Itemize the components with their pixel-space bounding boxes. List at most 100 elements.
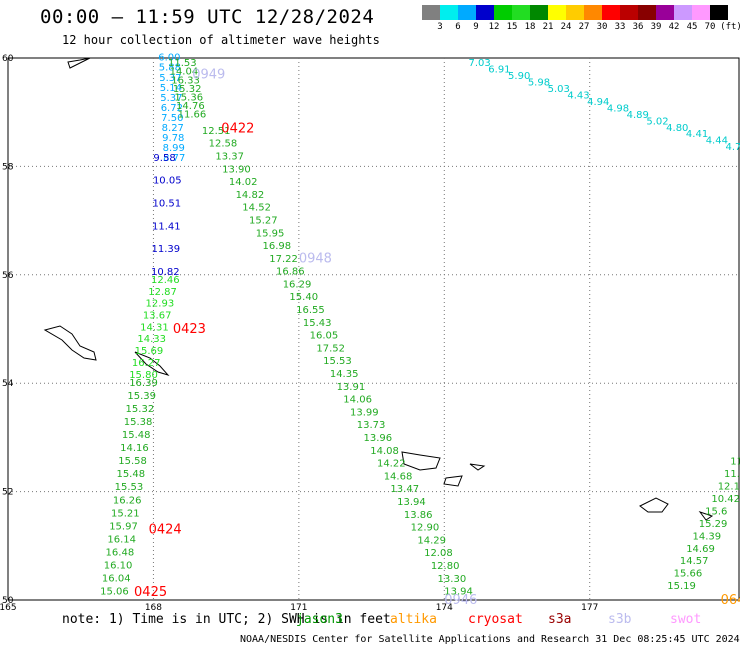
color-scale-tick: 12 xyxy=(488,22,500,32)
coastline xyxy=(639,497,669,513)
map-subtitle: 12 hour collection of altimeter wave hei… xyxy=(62,33,380,47)
swh-value: 11. xyxy=(724,469,740,480)
swh-value: 4.94 xyxy=(587,97,609,108)
swh-value: 5.37 xyxy=(160,93,182,104)
satellite-legend-cryosat: cryosat xyxy=(468,612,523,627)
color-scale-tick: 24 xyxy=(560,22,572,32)
swh-value: 16.29 xyxy=(283,279,312,290)
color-swatch xyxy=(656,5,674,20)
swh-value: 15.32 xyxy=(173,84,202,95)
color-scale-tick: 42 xyxy=(668,22,680,32)
color-scale-unit: (ft) xyxy=(720,22,740,32)
swh-value: 15.32 xyxy=(126,404,155,415)
color-swatch xyxy=(584,5,602,20)
swh-value: 16.05 xyxy=(310,331,339,342)
swh-value: 17.22 xyxy=(269,254,298,265)
swh-value: 4.98 xyxy=(607,103,629,114)
swh-value: 15.38 xyxy=(124,417,153,428)
coastline xyxy=(401,451,441,471)
swh-value: 12.93 xyxy=(146,299,175,310)
color-scale-tick: 33 xyxy=(614,22,626,32)
swh-value: 14.06 xyxy=(343,395,372,406)
color-swatch xyxy=(494,5,512,20)
map-title: 00:00 – 11:59 UTC 12/28/2024 xyxy=(40,6,375,28)
swh-value: 15.27 xyxy=(249,215,278,226)
color-scale-tick: 3 xyxy=(437,22,443,32)
swh-value: 4.89 xyxy=(627,110,649,121)
color-scale-tick: 21 xyxy=(542,22,554,32)
swh-value: 15.43 xyxy=(303,318,332,329)
swh-value: 14.76 xyxy=(176,101,205,112)
lat-label: 50 xyxy=(2,596,14,606)
swh-value: 15.53 xyxy=(115,482,144,493)
swh-value: 15.39 xyxy=(127,391,156,402)
swh-value: 5.02 xyxy=(646,116,668,127)
swh-value: 7.50 xyxy=(161,113,183,124)
swh-value: 16.10 xyxy=(104,560,133,571)
color-scale-tick: 18 xyxy=(524,22,536,32)
color-swatch xyxy=(620,5,638,20)
map-frame xyxy=(7,57,740,601)
swh-value: 16.04 xyxy=(102,574,131,585)
color-scale-tick: 9 xyxy=(473,22,479,32)
swh-value: 15.69 xyxy=(135,346,164,357)
swh-value: 14.08 xyxy=(370,446,399,457)
swh-value: 15.66 xyxy=(674,569,703,580)
swh-value: 5.03 xyxy=(548,84,570,95)
color-scale-tick: 15 xyxy=(506,22,518,32)
color-swatch xyxy=(476,5,494,20)
lon-label: 174 xyxy=(436,603,453,613)
swh-value: 8.77 xyxy=(163,153,185,164)
swh-value: 4.80 xyxy=(666,123,688,134)
swh-value: 15.29 xyxy=(699,519,728,530)
swh-value: 12.1 xyxy=(718,481,740,492)
swh-value: 13.67 xyxy=(143,310,172,321)
color-scale-tick: 6 xyxy=(455,22,461,32)
color-swatch xyxy=(638,5,656,20)
swh-value: 8.27 xyxy=(162,123,184,134)
color-swatch xyxy=(512,5,530,20)
lat-label: 60 xyxy=(2,54,14,64)
swh-value: 4.43 xyxy=(567,90,589,101)
swh-value: 14.29 xyxy=(417,535,446,546)
swh-value: 14.82 xyxy=(236,190,265,201)
swh-value: 6.91 xyxy=(488,65,510,76)
swh-value: 16.33 xyxy=(171,75,200,86)
swh-value: 14.69 xyxy=(686,544,715,555)
swh-value: 13.30 xyxy=(438,574,467,585)
color-scale-tick: 30 xyxy=(596,22,608,32)
swh-value: 15.40 xyxy=(289,292,318,303)
swh-value: 14.35 xyxy=(330,369,359,380)
swh-value: 13.90 xyxy=(222,164,251,175)
swh-value: 16.27 xyxy=(132,358,161,369)
swh-value: 14.52 xyxy=(242,203,271,214)
color-swatch xyxy=(458,5,476,20)
swh-value: 10.05 xyxy=(153,176,182,187)
satellite-legend-s3b: s3b xyxy=(608,612,632,627)
swh-value: 14.57 xyxy=(680,556,709,567)
swh-value: 11 xyxy=(730,457,740,468)
swh-value: 13.94 xyxy=(397,497,426,508)
swh-value: 12.80 xyxy=(431,561,460,572)
pass-time-label: 0948 xyxy=(299,252,332,267)
lat-label: 58 xyxy=(2,162,14,172)
swh-value: 6.00 xyxy=(158,53,180,64)
swh-value: 10.51 xyxy=(152,199,181,210)
swh-value: 15.21 xyxy=(111,508,140,519)
swh-value: 4.41 xyxy=(686,129,708,140)
swh-value: 14.31 xyxy=(140,322,169,333)
swh-value: 16.14 xyxy=(107,534,136,545)
swh-value: 14.04 xyxy=(170,67,199,78)
footer-note: note: 1) Time is in UTC; 2) SWH is in fe… xyxy=(62,612,391,627)
lon-label: 165 xyxy=(0,603,17,613)
color-scale-tick: 39 xyxy=(650,22,662,32)
swh-value: 15.06 xyxy=(100,587,129,598)
swh-value: 11.53 xyxy=(168,58,197,69)
swh-value: 10.42 xyxy=(711,494,740,505)
swh-value: 16.26 xyxy=(113,495,142,506)
swh-value: 12.58 xyxy=(209,139,238,150)
swh-value: 13.86 xyxy=(404,510,433,521)
coastline xyxy=(43,325,97,361)
color-swatch xyxy=(566,5,584,20)
swh-value: 15.6 xyxy=(705,506,727,517)
